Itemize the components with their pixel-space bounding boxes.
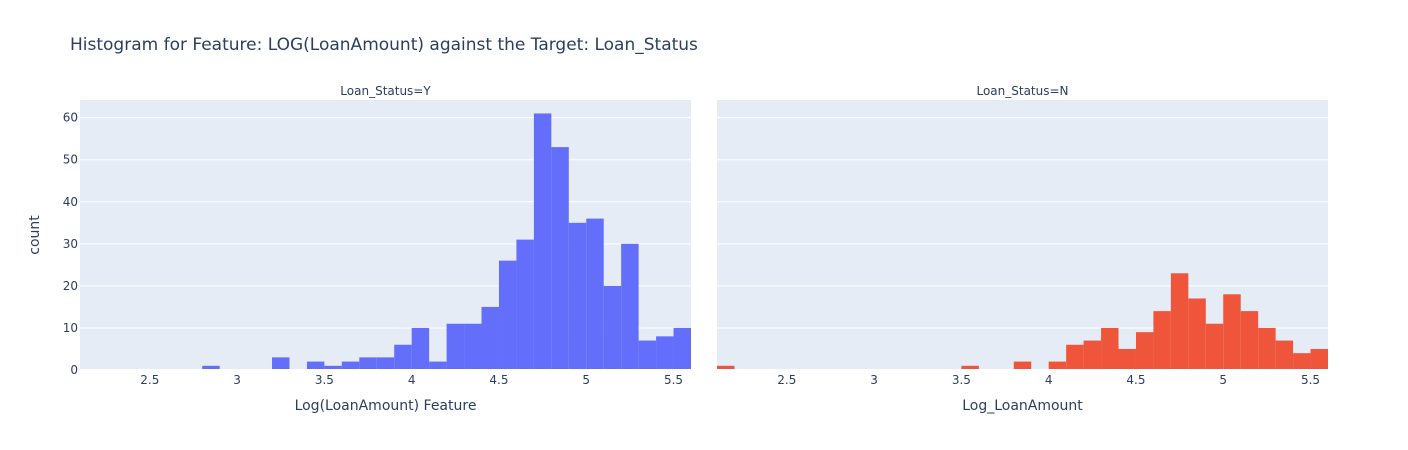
histogram-bar-rejected[interactable] — [1066, 344, 1084, 370]
histogram-bar-approved[interactable] — [568, 222, 587, 370]
facet-label-approved: Loan_Status=Y — [340, 84, 431, 98]
x-tick-label: 3.5 — [315, 373, 334, 387]
x-tick-label: 4.5 — [489, 373, 508, 387]
y-tick-label: 0 — [70, 363, 78, 377]
histogram-bar-approved[interactable] — [673, 327, 691, 370]
histogram-bar-approved[interactable] — [411, 327, 430, 370]
histogram-bar-rejected[interactable] — [1013, 361, 1032, 370]
histogram-bar-rejected[interactable] — [1170, 273, 1189, 370]
histogram-bar-rejected[interactable] — [1048, 361, 1067, 370]
histogram-bar-approved[interactable] — [394, 344, 412, 370]
facet-label-rejected: Loan_Status=N — [976, 84, 1068, 98]
histogram-bar-approved[interactable] — [341, 361, 360, 370]
histogram-bar-rejected[interactable] — [1083, 340, 1102, 370]
histogram-bar-approved[interactable] — [306, 361, 325, 370]
histogram-bar-approved[interactable] — [533, 113, 552, 370]
histogram-bar-approved[interactable] — [656, 336, 674, 370]
x-tick-label: 5.5 — [664, 373, 683, 387]
histogram-bar-rejected[interactable] — [1240, 311, 1259, 370]
x-tick-label: 2.5 — [777, 373, 796, 387]
histogram-bar-rejected[interactable] — [1223, 294, 1241, 370]
y-tick-label: 30 — [63, 237, 78, 251]
histogram-bar-rejected[interactable] — [1101, 327, 1119, 370]
histogram-bar-approved[interactable] — [324, 365, 342, 370]
chart-title: Histogram for Feature: LOG(LoanAmount) a… — [70, 35, 698, 55]
histogram-bar-rejected[interactable] — [1153, 311, 1171, 370]
histogram-bar-rejected[interactable] — [717, 365, 735, 370]
histogram-bar-rejected[interactable] — [1275, 340, 1294, 370]
histogram-bar-rejected[interactable] — [1310, 348, 1328, 370]
histogram-bar-rejected[interactable] — [1135, 332, 1154, 370]
histogram-bar-approved[interactable] — [603, 285, 622, 370]
histogram-bar-approved[interactable] — [376, 357, 395, 370]
x-tick-label: 3 — [870, 373, 878, 387]
y-tick-label: 20 — [63, 279, 78, 293]
histogram-bar-rejected[interactable] — [1118, 348, 1136, 370]
y-tick-label: 60 — [63, 111, 78, 125]
histogram-bar-approved[interactable] — [481, 306, 499, 370]
histogram-bar-approved[interactable] — [498, 260, 517, 370]
x-tick-label: 5.5 — [1301, 373, 1320, 387]
histogram-bar-approved[interactable] — [551, 147, 569, 370]
histogram-bar-approved[interactable] — [464, 323, 482, 370]
histogram-bar-rejected[interactable] — [961, 365, 979, 370]
x-ticks-approved: 2.5 3 3.5 4 4.5 5 5.5 — [140, 373, 683, 387]
y-tick-label: 50 — [63, 153, 78, 167]
x-tick-label: 4 — [408, 373, 416, 387]
histogram-bar-approved[interactable] — [638, 340, 657, 370]
panel-approved: 0 10 20 30 40 50 60 2.5 3 3.5 4 4.5 5 5.5 Loan_Statu… — [63, 84, 691, 414]
histogram-bar-approved[interactable] — [429, 361, 447, 370]
y-axis-label: count — [27, 215, 43, 255]
x-tick-label: 5 — [582, 373, 590, 387]
histogram-bar-approved[interactable] — [446, 323, 465, 370]
histogram-bar-rejected[interactable] — [1258, 327, 1276, 370]
histogram-bar-rejected[interactable] — [1293, 353, 1311, 370]
gridlines-rejected — [717, 117, 1328, 329]
gridlines-approved — [80, 117, 691, 329]
histogram-bar-approved[interactable] — [359, 357, 377, 370]
x-tick-label: 4 — [1045, 373, 1053, 387]
x-tick-label: 4.5 — [1126, 373, 1145, 387]
histogram-bar-approved[interactable] — [586, 218, 604, 370]
x-tick-label: 3.5 — [952, 373, 971, 387]
histogram-bar-rejected[interactable] — [1188, 298, 1206, 370]
histogram-bar-approved[interactable] — [272, 357, 290, 370]
x-ticks-rejected: 2.5 3 3.5 4 4.5 5 5.5 — [777, 373, 1320, 387]
x-tick-label: 5 — [1219, 373, 1227, 387]
histogram-bar-approved[interactable] — [202, 365, 220, 370]
y-tick-label: 10 — [63, 321, 78, 335]
bars-rejected — [717, 273, 1328, 371]
histogram-bar-rejected[interactable] — [1205, 323, 1224, 370]
x-tick-label: 2.5 — [140, 373, 159, 387]
histogram-bar-approved[interactable] — [516, 239, 534, 370]
panel-rejected: 2.5 3 3.5 4 4.5 5 5.5 Loan_Status=N Log_LoanAm… — [717, 84, 1328, 414]
x-axis-label-approved: Log(LoanAmount) Feature — [295, 398, 477, 414]
y-tick-label: 40 — [63, 195, 78, 209]
x-axis-label-rejected: Log_LoanAmount — [962, 398, 1083, 414]
x-tick-label: 3 — [233, 373, 241, 387]
bars-approved — [80, 113, 691, 371]
y-ticks-approved: 0 10 20 30 40 50 60 — [63, 111, 78, 377]
histogram-bar-approved[interactable] — [621, 243, 639, 370]
